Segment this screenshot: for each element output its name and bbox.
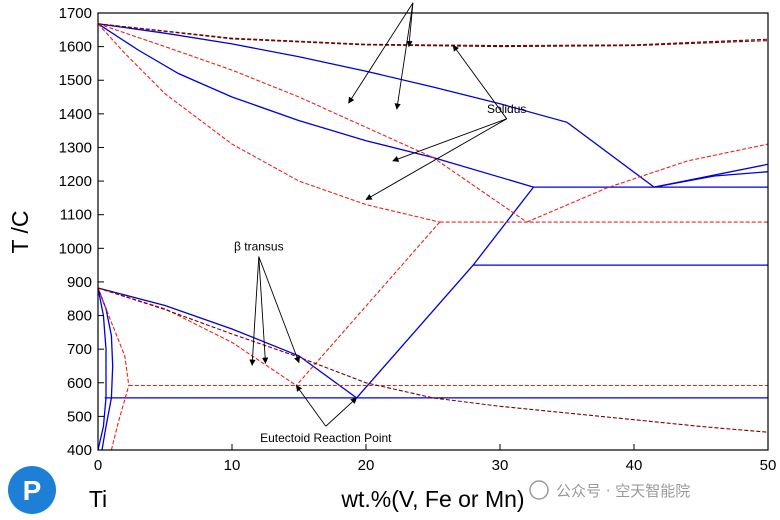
x-tick-label: 20 [358,457,375,474]
y-tick-label: 1500 [59,72,92,89]
annotation-arrow [394,2,414,110]
series-line-red-12 [97,23,440,223]
watermark: 公众号 · 空天智能院 [529,480,690,500]
series-line-blue-4 [653,171,769,188]
annotation-arrow [452,44,508,120]
y-tick-label: 800 [67,308,92,325]
y-tick-label: 900 [67,274,92,291]
y-tick-label: 1600 [59,39,92,56]
y-tick-label: 600 [67,375,92,392]
annotation-label: Eutectoid Reaction Point [260,431,392,445]
series-line-blue-1 [97,23,534,188]
annotation-arrow [348,2,414,104]
logo: P [8,466,56,514]
series-line-red-19 [110,385,130,451]
watermark-text: 公众号 · 空天智能院 [556,482,690,500]
x-axis-title: wt.%(V, Fe or Mn) [340,486,524,512]
annotation-arrow [258,256,269,364]
wechat-icon [529,480,549,500]
series-line-red-18 [97,287,130,386]
series-line-darkred-21 [97,23,769,48]
annotation-arrow [249,256,260,366]
y-tick-label: 400 [67,442,92,459]
y-tick-label: 500 [67,408,92,425]
plot-frame [97,12,769,451]
annotation-arrow [365,118,507,200]
annotation-arrow [295,384,327,427]
y-tick-label: 1400 [59,106,92,123]
series-line-blue-9 [97,287,107,451]
x-tick-label: 50 [760,457,777,474]
axis-ticks-group: 0 10 20 30 40 50 400 500 600 700 800 900 1000 1100 120… [59,5,777,474]
y-tick-label: 1300 [59,139,92,156]
series-line-blue-10 [97,287,114,451]
series-line-red-16 [97,287,297,386]
x-tick-label: 0 [94,457,102,474]
x-origin-label: Ti [89,486,107,512]
y-tick-label: 1000 [59,240,92,257]
annotation-label: β transus [234,240,284,254]
y-tick-label: 1700 [59,5,92,22]
annotation-arrow [258,256,300,364]
y-axis-title: T /C [7,210,33,253]
series-line-red-11 [97,23,528,223]
logo-letter: P [23,475,42,506]
annotation-arrow [325,397,358,427]
annotation-label: Solidus [487,102,526,116]
series-line-darkred-22 [97,287,769,433]
series-line-red-14 [526,143,769,223]
chart-series-group [97,23,769,451]
series-line-red-15 [295,221,441,386]
x-tick-label: 40 [626,457,643,474]
series-line-darkred-20 [97,23,769,47]
y-tick-label: 700 [67,341,92,358]
annotation-arrow [406,2,414,48]
logo-circle [8,466,56,514]
series-line-blue-0 [97,23,655,188]
y-tick-label: 1100 [60,207,92,224]
x-tick-label: 30 [492,457,509,474]
x-tick-label: 10 [224,457,241,474]
y-tick-label: 1200 [59,173,92,190]
series-line-blue-5 [356,186,535,399]
series-line-blue-7 [97,287,357,399]
annotation-arrow [392,118,507,162]
